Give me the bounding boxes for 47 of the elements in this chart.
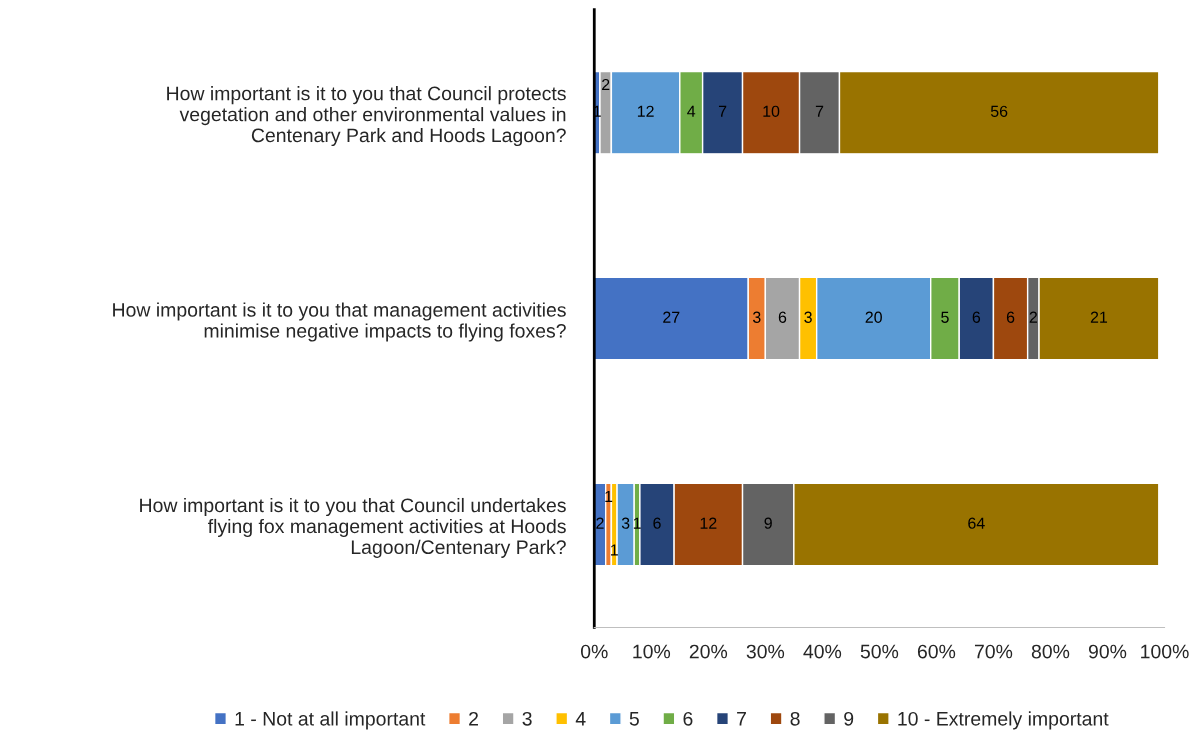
- x-tick-label: 60%: [917, 644, 956, 659]
- data-label: 6: [972, 311, 981, 323]
- x-tick-label: 70%: [974, 644, 1013, 659]
- data-label: 2: [602, 78, 610, 91]
- legend-label: 2: [469, 711, 478, 726]
- data-label: 12: [700, 517, 717, 529]
- data-label: 4: [687, 105, 696, 117]
- data-label: 3: [752, 311, 761, 323]
- legend-label: 7: [737, 712, 746, 726]
- data-label: 2: [1029, 311, 1037, 323]
- data-label: 6: [778, 311, 787, 323]
- legend-label: 5: [629, 712, 639, 726]
- legend-label: 3: [522, 711, 532, 726]
- data-label: 3: [621, 517, 630, 529]
- data-label: 7: [718, 105, 727, 117]
- x-tick-label: 10%: [633, 644, 671, 659]
- y-tick-label: How important is it to you that Council protects vegetation and other environmental values in Centenary Park and Hoods Lagoon?: [167, 86, 566, 147]
- data-label: 7: [815, 105, 824, 117]
- data-label: 27: [663, 311, 680, 323]
- x-tick-label: 20%: [689, 644, 728, 659]
- x-tick-label: 50%: [860, 644, 899, 659]
- x-tick-label: 30%: [746, 644, 785, 659]
- legend-label: 4: [575, 712, 586, 726]
- legend-label: 6: [683, 711, 693, 726]
- x-tick-label: 0%: [580, 644, 608, 659]
- y-tick-label: How important is it to you that Council undertakes flying fox management activities at Hoods Lagoon/Centenary Park?: [140, 497, 566, 558]
- data-label: 10: [763, 105, 780, 117]
- legend-label: 1 - Not at all important: [235, 711, 426, 730]
- legend-label: 8: [790, 711, 800, 726]
- data-label: 6: [1006, 311, 1015, 323]
- data-label: 9: [764, 517, 772, 529]
- legend-label: 10 - Extremely important: [898, 711, 1109, 730]
- data-label: 21: [1090, 311, 1108, 323]
- x-tick-label: 80%: [1031, 644, 1070, 659]
- data-label: 5: [941, 311, 949, 323]
- x-tick-label: 90%: [1088, 644, 1127, 659]
- data-label: 2: [596, 517, 604, 529]
- data-label: 6: [653, 517, 661, 529]
- x-tick-label: 40%: [803, 644, 842, 659]
- data-label: 64: [968, 517, 985, 529]
- data-label: 3: [804, 311, 812, 323]
- data-label: 56: [990, 105, 1008, 117]
- y-tick-label: How important is it to you that management activities minimise negative impacts to flying foxes?: [113, 302, 566, 342]
- x-tick-label: 100%: [1141, 644, 1189, 659]
- data-label: 20: [865, 311, 882, 323]
- data-label: 12: [637, 105, 654, 117]
- legend-label: 9: [844, 711, 854, 726]
